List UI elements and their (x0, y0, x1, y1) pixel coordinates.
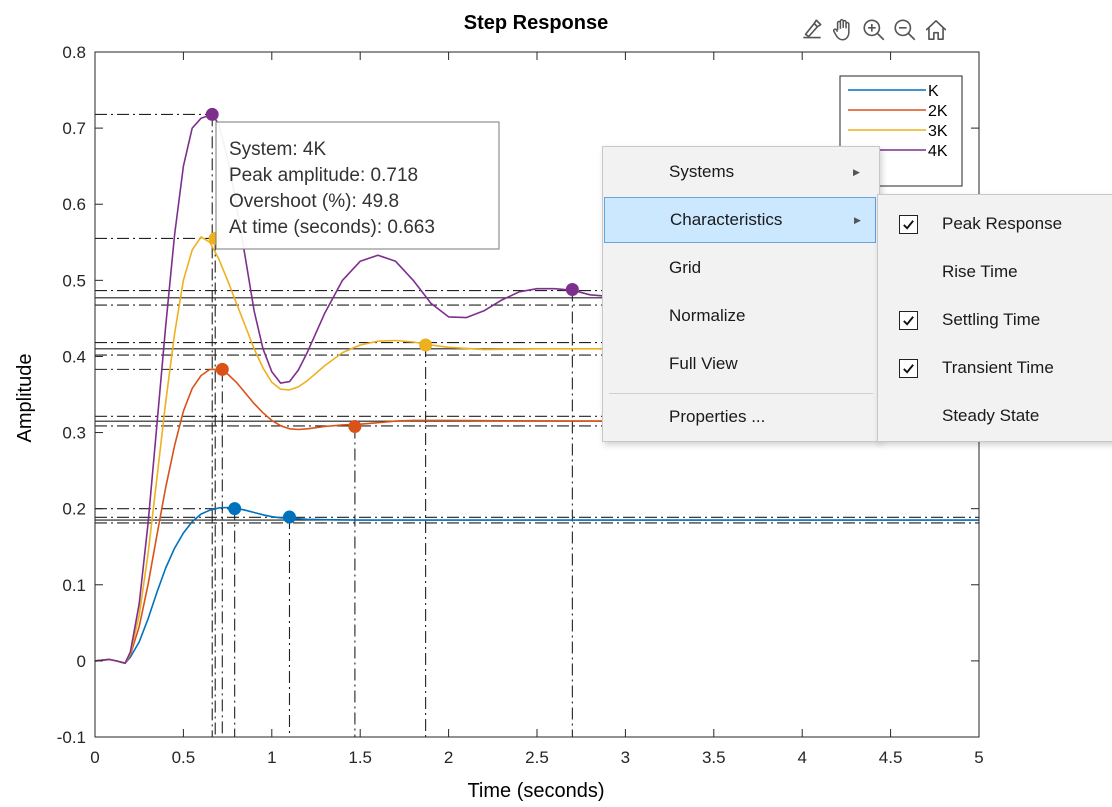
y-axis-label: Amplitude (14, 354, 36, 443)
x-tick-label: 3 (621, 748, 630, 767)
legend-label: 2K (928, 103, 948, 120)
context-menu: Systems ▶ Characteristics ▶ Grid Normalize… (602, 146, 880, 442)
settling-time-checkbox[interactable] (899, 310, 918, 330)
x-tick-label: 3.5 (702, 748, 726, 767)
y-tick-label: 0.5 (62, 271, 86, 290)
x-tick-label: 0 (90, 748, 99, 767)
peak-marker-k[interactable] (228, 502, 242, 516)
settling-marker-k[interactable] (282, 510, 296, 524)
menu-item-systems[interactable]: Systems ▶ (669, 162, 860, 181)
y-tick-label: 0.1 (62, 576, 86, 595)
zoom-in-icon[interactable] (860, 14, 888, 46)
y-tick-label: 0.7 (62, 119, 86, 138)
peak-response-checkbox[interactable] (899, 214, 918, 234)
legend-label: K (928, 83, 939, 100)
axis-ticks: 0 0.5 1 1.5 2 2.5 3 3.5 4 4.5 5-0.100.10.20.30.40.… (57, 43, 984, 767)
y-tick-label: 0.6 (62, 195, 86, 214)
submenu-item-rise-time[interactable]: Rise Time (942, 262, 1018, 281)
legend-label: 3K (928, 123, 948, 140)
y-tick-label: 0.3 (62, 424, 86, 443)
peak-marker-4k[interactable] (205, 107, 219, 121)
datatip-system: System: 4K (229, 139, 326, 160)
home-icon[interactable] (922, 14, 950, 46)
peak-marker-2k[interactable] (215, 362, 229, 376)
chart-title: Step Response (464, 12, 608, 34)
y-tick-label: 0.8 (62, 43, 86, 62)
legend-label: 4K (928, 143, 948, 160)
submenu-item-settling-time[interactable]: Settling Time (878, 297, 1111, 343)
series-line-k[interactable] (94, 506, 979, 664)
pan-icon[interactable] (829, 14, 857, 46)
zoom-out-icon[interactable] (891, 14, 919, 46)
menu-separator (609, 393, 873, 394)
datatip-time: At time (seconds): 0.663 (229, 217, 435, 238)
datatip: System: 4K Peak amplitude: 0.718 Oversho… (215, 121, 500, 250)
y-tick-label: 0.4 (62, 347, 86, 366)
y-tick-label: -0.1 (57, 728, 86, 747)
submenu-item-transient-time[interactable]: Transient Time (878, 345, 1111, 391)
series-line-4k[interactable] (94, 113, 626, 664)
y-tick-label: 0 (77, 652, 86, 671)
x-axis-label: Time (seconds) (467, 780, 604, 802)
y-tick-label: 0.2 (62, 500, 86, 519)
submenu-item-peak-response[interactable]: Peak Response (878, 201, 1111, 247)
menu-item-properties[interactable]: Properties ... (669, 407, 766, 426)
series-lines (94, 107, 979, 664)
x-tick-label: 1.5 (348, 748, 372, 767)
x-tick-label: 2 (444, 748, 453, 767)
menu-item-full-view[interactable]: Full View (669, 354, 738, 373)
submenu-item-steady-state[interactable]: Steady State (942, 406, 1040, 425)
transient-time-checkbox[interactable] (899, 358, 918, 378)
x-tick-label: 1 (267, 748, 276, 767)
brush-icon[interactable] (798, 14, 826, 46)
x-tick-label: 5 (974, 748, 983, 767)
x-tick-label: 0.5 (172, 748, 196, 767)
menu-item-grid[interactable]: Grid (669, 258, 702, 277)
x-tick-label: 4.5 (879, 748, 903, 767)
axes-toolbar (798, 14, 950, 48)
settling-marker-4k[interactable] (565, 282, 579, 296)
x-tick-label: 4 (797, 748, 806, 767)
settling-marker-3k[interactable] (419, 338, 433, 352)
series-line-2k[interactable] (94, 368, 979, 664)
datatip-peak: Peak amplitude: 0.718 (229, 165, 418, 186)
menu-item-characteristics[interactable]: Characteristics ▶ (604, 197, 876, 243)
menu-item-normalize[interactable]: Normalize (669, 306, 746, 325)
characteristics-submenu: Peak Response Rise Time Settling Time Tr… (877, 194, 1112, 442)
datatip-overshoot: Overshoot (%): 49.8 (229, 191, 399, 212)
x-tick-label: 2.5 (525, 748, 549, 767)
settling-marker-2k[interactable] (348, 419, 362, 433)
